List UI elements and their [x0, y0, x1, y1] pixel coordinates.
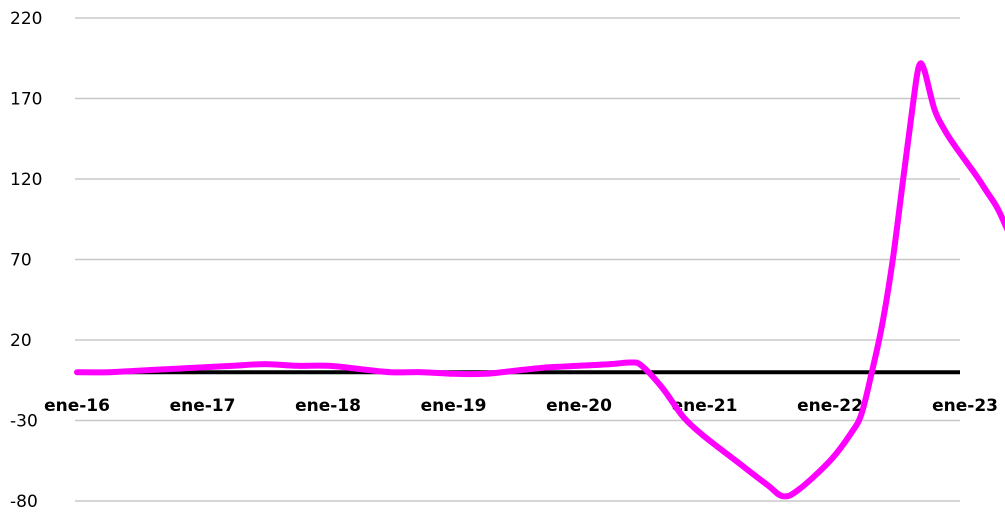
y-tick-label: 120	[10, 170, 42, 190]
x-axis-tick-labels: ene-16 ene-17 ene-18 ene-19 ene-20 ene-21 ene-…	[44, 396, 998, 416]
series-layer	[74, 60, 1005, 500]
y-tick-label: 20	[10, 331, 32, 351]
x-tick-label: ene-20	[546, 396, 612, 416]
y-tick-label: 220	[10, 9, 42, 29]
x-tick-label: ene-16	[44, 396, 110, 416]
x-tick-label: ene-18	[295, 396, 361, 416]
x-tick-label: ene-19	[421, 396, 487, 416]
gridlines	[75, 17, 960, 502]
x-tick-label: ene-23	[932, 396, 998, 416]
x-tick-label: ene-22	[797, 396, 863, 416]
x-tick-label: ene-17	[170, 396, 236, 416]
y-tick-label: -30	[10, 412, 38, 432]
y-axis-tick-labels: -80 -30 20 70 120 170 220	[10, 9, 42, 512]
y-tick-label: 170	[10, 90, 42, 110]
x-tick-label: ene-21	[672, 396, 738, 416]
y-tick-label: -80	[10, 492, 38, 512]
series-line-0	[74, 60, 1005, 500]
y-tick-label: 70	[10, 251, 32, 271]
